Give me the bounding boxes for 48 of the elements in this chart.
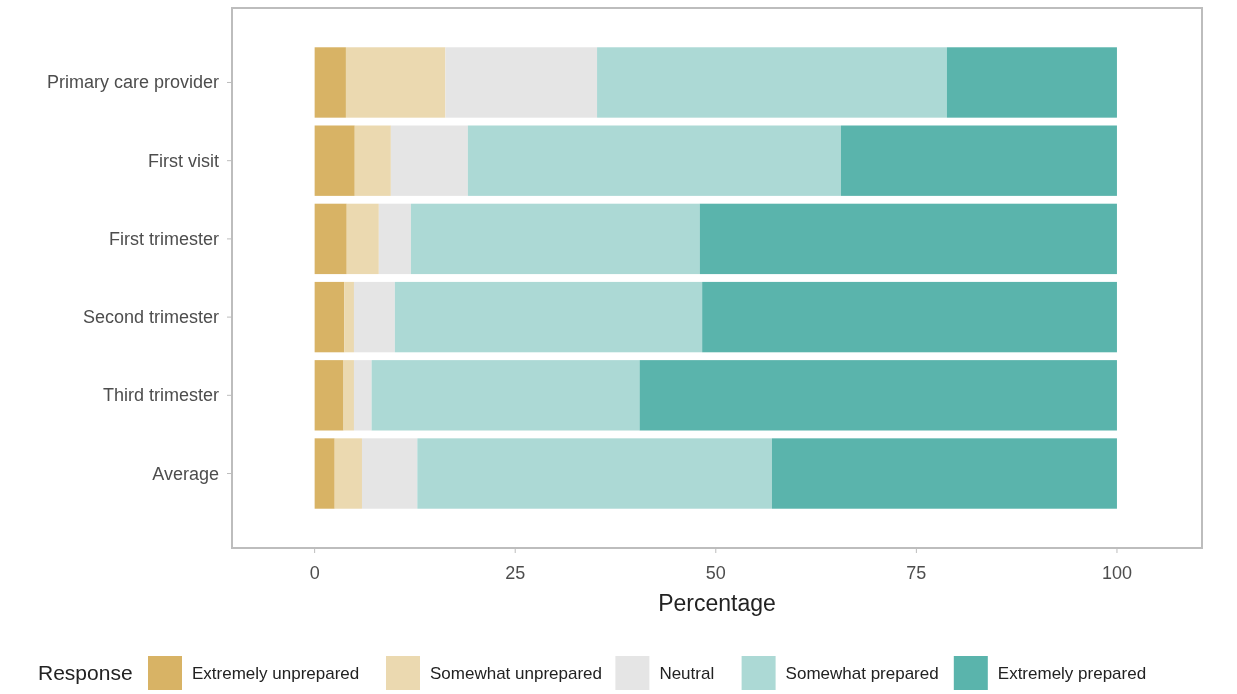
bar — [334, 438, 362, 509]
bar — [445, 47, 598, 118]
x-tick-label: 0 — [309, 563, 320, 583]
legend-label: Neutral — [659, 664, 715, 683]
y-tick-label: First visit — [148, 150, 219, 171]
y-tick-label: First trimester — [109, 228, 219, 249]
bar — [314, 281, 345, 353]
bar — [702, 281, 1117, 353]
bar — [343, 360, 354, 431]
x-tick-label: 75 — [906, 563, 927, 583]
x-axis-title: Percentage — [658, 590, 776, 616]
bar — [410, 203, 700, 275]
bar — [378, 203, 411, 275]
x-tick-label: 50 — [705, 563, 726, 583]
bar — [371, 360, 640, 431]
bar — [394, 281, 703, 353]
bar — [840, 125, 1117, 196]
legend-label: Somewhat unprepared — [430, 664, 603, 683]
bar — [344, 281, 354, 353]
bar — [354, 125, 391, 196]
bar — [314, 438, 335, 509]
bar — [345, 47, 446, 118]
bar — [771, 438, 1117, 509]
y-tick-label: Primary care provider — [46, 72, 219, 93]
y-tick-label: Second trimester — [82, 307, 219, 328]
x-tick-label: 25 — [505, 563, 526, 583]
bar — [597, 47, 947, 118]
y-tick-label: Third trimester — [102, 385, 220, 406]
bar — [353, 281, 395, 353]
bar — [361, 438, 418, 509]
legend-label: Extremely unprepared — [192, 664, 360, 683]
bar — [314, 360, 344, 431]
bar — [417, 438, 772, 509]
bar — [314, 125, 355, 196]
bar — [353, 360, 372, 431]
bar — [467, 125, 841, 196]
x-tick-label: 100 — [1101, 563, 1132, 583]
bar — [699, 203, 1117, 275]
bar — [390, 125, 468, 196]
legend-label: Extremely prepared — [997, 664, 1147, 683]
legend-title: Response — [38, 661, 133, 684]
legend-label: Somewhat prepared — [785, 664, 939, 683]
bar — [639, 360, 1117, 431]
y-tick-label: Average — [152, 463, 219, 484]
bar — [346, 203, 379, 275]
bar — [314, 47, 346, 118]
bar — [314, 203, 347, 275]
bar — [946, 47, 1117, 118]
